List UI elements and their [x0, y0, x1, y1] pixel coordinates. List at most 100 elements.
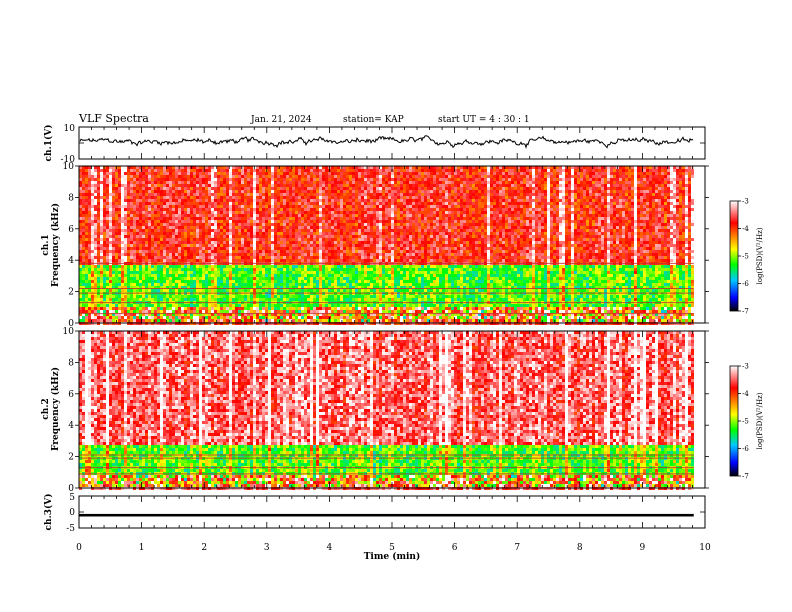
spectrogram-cell [79, 205, 82, 208]
spectrogram-cell [211, 172, 214, 175]
spectrogram-cell [172, 238, 175, 241]
spectrogram-cell [145, 313, 148, 316]
spectrogram-cell [241, 196, 244, 199]
spectrogram-cell [316, 181, 319, 184]
spectrogram-cell [223, 274, 226, 277]
spectrogram-cell [82, 214, 85, 217]
spectrogram-cell [271, 196, 274, 199]
spectrogram-cell [295, 223, 298, 226]
spectrogram-cell [256, 199, 259, 202]
spectrogram-cell [178, 172, 181, 175]
spectrogram-cell [256, 316, 259, 319]
spectrogram-cell [232, 313, 235, 316]
spectrogram-cell [283, 235, 286, 238]
spectrogram-cell [136, 271, 139, 274]
spectrogram-cell [235, 166, 238, 169]
spectrogram-cell [121, 190, 124, 193]
spectrogram-cell [160, 214, 163, 217]
spectrogram-cell [145, 238, 148, 241]
spectrogram-cell [316, 172, 319, 175]
spectrogram-cell [196, 175, 199, 178]
spectrogram-cell [136, 232, 139, 235]
spectrogram-cell [166, 220, 169, 223]
spectrogram-cell [181, 280, 184, 283]
spectrogram-cell [223, 313, 226, 316]
spectrogram-cell [235, 265, 238, 268]
spectrogram-cell [304, 268, 307, 271]
spectrogram-cell [103, 256, 106, 259]
spectrogram-cell [193, 232, 196, 235]
spectrogram-cell [280, 190, 283, 193]
spectrogram-cell [172, 310, 175, 313]
spectrogram-cell [277, 229, 280, 232]
spectrogram-cell [262, 220, 265, 223]
spectrogram-cell [112, 193, 115, 196]
spectrogram-cell [115, 217, 118, 220]
spectrogram-cell [223, 220, 226, 223]
spectrogram-cell [145, 184, 148, 187]
spectrogram-cell [112, 286, 115, 289]
spectrogram-cell [268, 295, 271, 298]
spectrogram-cell [157, 307, 160, 310]
spectrogram-cell [217, 250, 220, 253]
spectrogram-cell [316, 211, 319, 214]
date-label: Jan. 21, 2024 [250, 115, 312, 125]
spectrogram-cell [301, 223, 304, 226]
spectrogram-cell [103, 241, 106, 244]
spectrogram-cell [271, 313, 274, 316]
spectrogram-cell [283, 313, 286, 316]
spectrogram-cell [208, 211, 211, 214]
spectrogram-cell [109, 247, 112, 250]
spectrogram-cell [121, 211, 124, 214]
spectrogram-cell [115, 235, 118, 238]
spectrogram-cell [115, 232, 118, 235]
spectrogram-cell [160, 235, 163, 238]
spectrogram-cell [214, 181, 217, 184]
spectrogram-cell [274, 190, 277, 193]
spectrogram-cell [163, 268, 166, 271]
spectrogram-cell [310, 217, 313, 220]
spectrogram-cell [322, 298, 325, 301]
spectrogram-cell [196, 196, 199, 199]
spectrogram-cell [337, 181, 340, 184]
spectrogram-cell [106, 226, 109, 229]
spectrogram-cell [238, 316, 241, 319]
spectrogram-cell [289, 295, 292, 298]
spectrogram-cell [241, 298, 244, 301]
spectrogram-cell [337, 214, 340, 217]
spectrogram-cell [247, 226, 250, 229]
spectrogram-cell [340, 268, 343, 271]
spectrogram-cell [229, 241, 232, 244]
spectrogram-cell [169, 316, 172, 319]
spectrogram-cell [295, 208, 298, 211]
spectrogram-cell [343, 250, 346, 253]
spectrogram-cell [262, 178, 265, 181]
spectrogram-cell [286, 316, 289, 319]
spectrogram-cell [103, 172, 106, 175]
spectrogram-cell [328, 211, 331, 214]
spectrogram-cell [139, 232, 142, 235]
spectrogram-cell [304, 259, 307, 262]
spectrogram-cell [211, 310, 214, 313]
spectrogram-cell [106, 187, 109, 190]
spectrogram-cell [127, 223, 130, 226]
spectrogram-cell [208, 175, 211, 178]
spectrogram-cell [226, 226, 229, 229]
spectrogram-cell [325, 265, 328, 268]
spectrogram-cell [217, 244, 220, 247]
spectrogram-cell [250, 196, 253, 199]
spectrogram-cell [301, 187, 304, 190]
spectrogram-cell [271, 172, 274, 175]
spectrogram-cell [331, 307, 334, 310]
spectrogram-cell [349, 196, 352, 199]
spectrogram-cell [82, 277, 85, 280]
spectrogram-cell [322, 187, 325, 190]
spectrogram-cell [106, 199, 109, 202]
spectrogram-cell [289, 268, 292, 271]
spectrogram-cell [211, 241, 214, 244]
spectrogram-cell [133, 205, 136, 208]
spectrogram-cell [166, 247, 169, 250]
spectrogram-cell [319, 175, 322, 178]
spectrogram-cell [250, 232, 253, 235]
spectrogram-cell [319, 268, 322, 271]
